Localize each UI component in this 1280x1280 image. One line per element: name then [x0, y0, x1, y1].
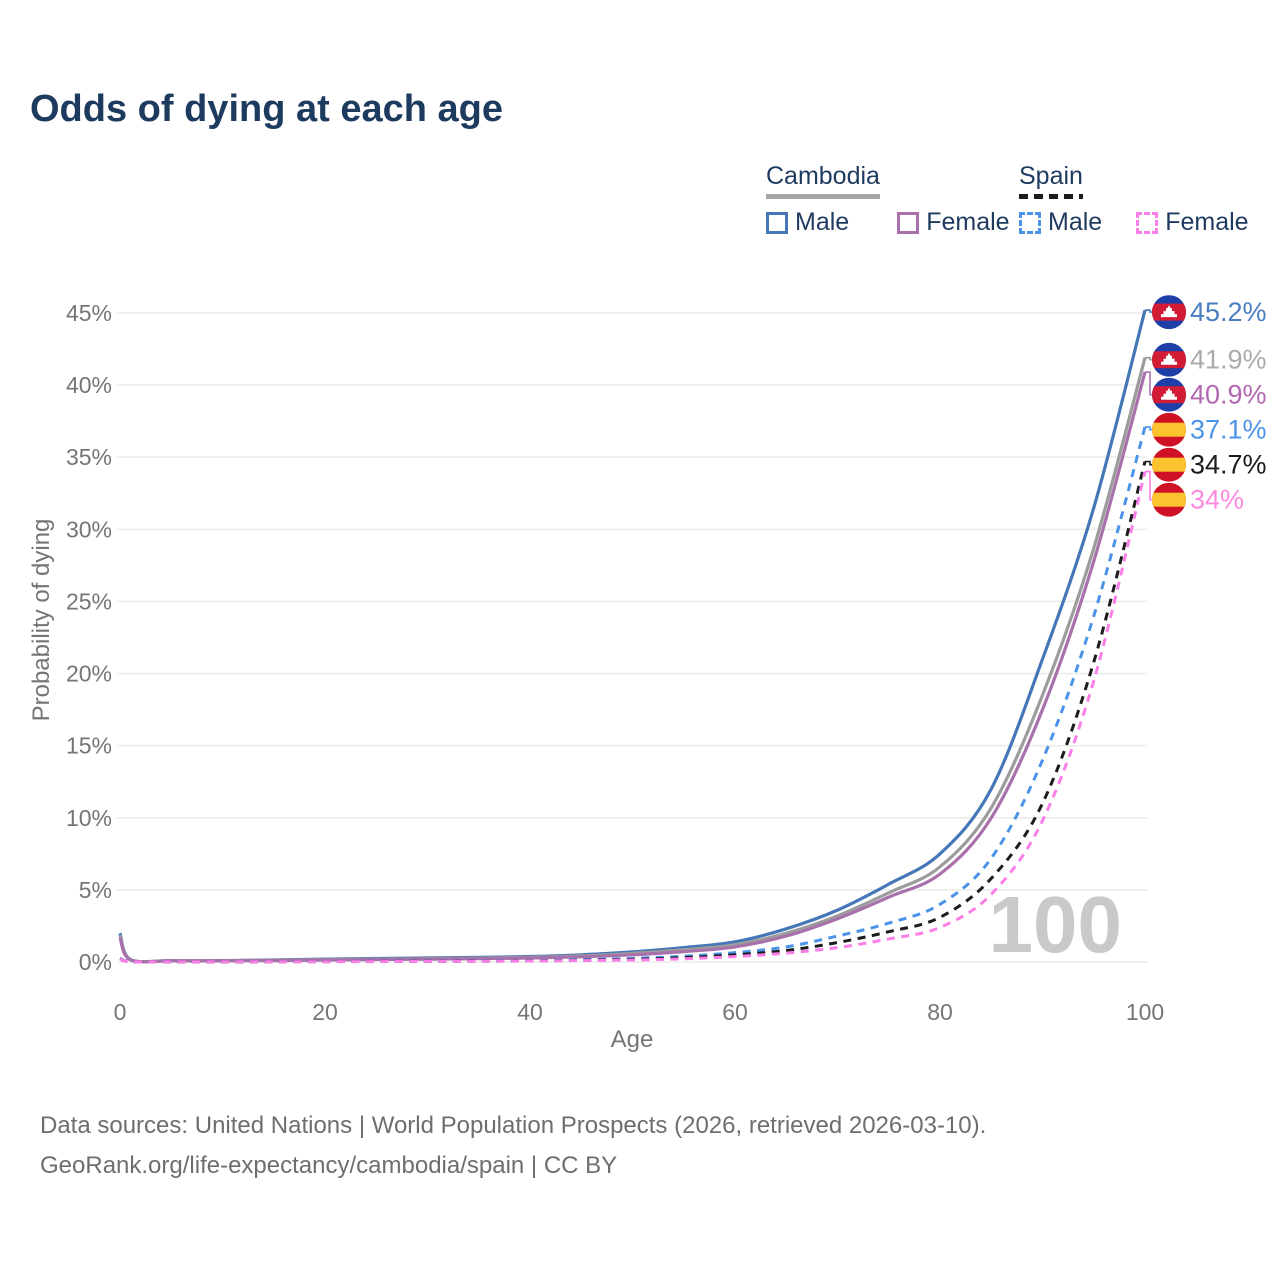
x-tick-label: 80 [927, 999, 953, 1025]
y-tick-label: 30% [66, 516, 112, 542]
x-axis-title: Age [610, 1026, 654, 1053]
series-line-cambodia-female [118, 371, 1147, 964]
end-label-connector [1145, 371, 1152, 396]
end-label-connector [1145, 356, 1152, 361]
legend-country-label: Spain [1019, 162, 1083, 190]
end-label-cambodia-male: 45.2% [1145, 295, 1267, 330]
flag-icon-spain [1152, 447, 1186, 482]
y-tick-label: 35% [66, 444, 112, 470]
series-line-cambodia-both [118, 357, 1147, 964]
end-label-value: 40.9% [1190, 380, 1267, 410]
age-watermark: 100 [989, 880, 1122, 969]
x-tick-label: 20 [312, 999, 338, 1025]
spain-total-line-swatch [1019, 194, 1083, 199]
x-tick-label: 40 [517, 999, 543, 1025]
page-title: Odds of dying at each age [30, 88, 503, 130]
spain-male-swatch [1019, 211, 1041, 234]
x-tick-label: 60 [722, 999, 748, 1025]
y-tick-label: 25% [66, 588, 112, 614]
series-line-spain-female [119, 471, 1147, 964]
y-tick-label: 40% [66, 372, 112, 398]
legend-item-cambodia-female[interactable]: Female [897, 208, 1010, 237]
legend-item-spain-female[interactable]: Female [1136, 208, 1249, 237]
legend-item-label: Male [1048, 208, 1103, 236]
legend-group-cambodia: Cambodia Male Female [766, 162, 1010, 237]
end-label-value: 45.2% [1190, 297, 1267, 327]
spain-female-swatch [1136, 211, 1159, 234]
end-label-spain-female: 34% [1145, 470, 1244, 517]
cambodia-female-swatch [897, 211, 920, 234]
flag-icon-cambodia [1152, 377, 1186, 412]
end-label-connector [1145, 309, 1152, 313]
end-label-spain-both: 34.7% [1145, 447, 1267, 482]
y-tick-label: 45% [66, 300, 112, 326]
flag-icon-cambodia [1152, 342, 1186, 377]
attribution-text: GeoRank.org/life-expectancy/cambodia/spa… [40, 1152, 618, 1179]
flag-icon-cambodia [1152, 295, 1186, 330]
series-line-cambodia-male [118, 309, 1147, 964]
y-axis-title: Probability of dying [28, 518, 55, 722]
legend-country-cambodia[interactable]: Cambodia [766, 162, 880, 199]
data-sources-text: Data sources: United Nations | World Pop… [40, 1112, 987, 1139]
end-label-value: 41.9% [1190, 345, 1267, 375]
end-label-connector [1145, 460, 1152, 466]
y-tick-label: 10% [66, 805, 112, 831]
end-label-value: 37.1% [1190, 415, 1267, 445]
end-label-value: 34.7% [1190, 450, 1267, 480]
y-tick-label: 5% [79, 877, 112, 903]
legend-item-label: Female [1165, 208, 1249, 236]
legend-item-cambodia-male[interactable]: Male [766, 208, 849, 237]
footer: Data sources: United Nations | World Pop… [40, 1106, 986, 1186]
end-label-connector [1145, 426, 1152, 431]
end-label-spain-male: 37.1% [1145, 412, 1267, 447]
end-label-cambodia-both: 41.9% [1145, 342, 1267, 377]
end-label-value: 34% [1190, 485, 1244, 515]
x-tick-label: 0 [114, 999, 127, 1025]
cambodia-male-swatch [766, 211, 788, 234]
legend-country-label: Cambodia [766, 162, 880, 190]
y-tick-label: 15% [66, 733, 112, 759]
y-tick-label: 20% [66, 661, 112, 687]
legend-item-spain-male[interactable]: Male [1019, 208, 1102, 237]
end-label-connector [1145, 470, 1152, 501]
legend-country-spain[interactable]: Spain [1019, 162, 1083, 199]
legend-group-spain: Spain Male Female [1019, 162, 1249, 237]
legend-item-label: Male [795, 208, 850, 236]
cambodia-total-line-swatch [766, 194, 880, 199]
flag-icon-spain [1152, 412, 1186, 447]
flag-icon-spain [1152, 482, 1186, 517]
end-label-cambodia-female: 40.9% [1145, 371, 1267, 412]
legend-item-label: Female [926, 208, 1010, 236]
y-tick-label: 0% [79, 949, 112, 975]
x-tick-label: 100 [1126, 999, 1164, 1025]
series-lines [118, 309, 1147, 964]
